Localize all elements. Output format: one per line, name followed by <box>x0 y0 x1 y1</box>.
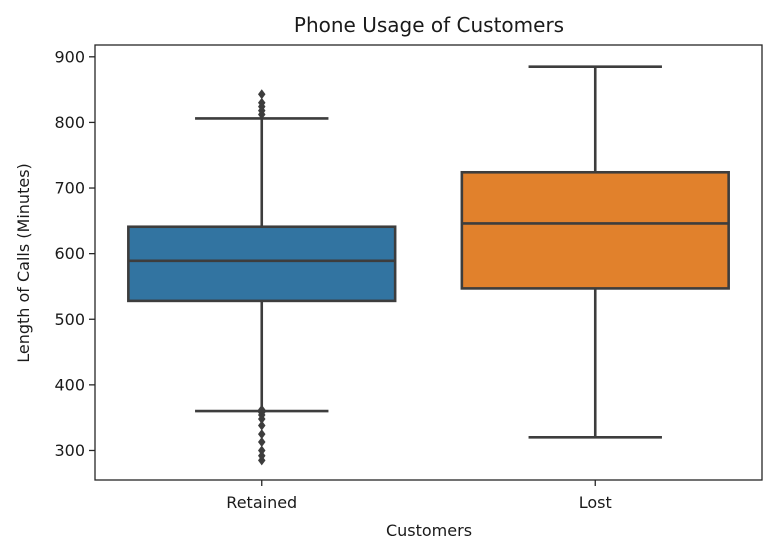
outlier-point-retained <box>258 420 266 431</box>
y-tick-label: 400 <box>54 375 85 394</box>
outlier-point-retained <box>258 404 266 415</box>
boxes-layer <box>127 65 730 466</box>
x-tick-label-retained: Retained <box>226 493 297 512</box>
x-axis: Retained Lost <box>226 480 612 512</box>
y-tick-label: 600 <box>54 244 85 263</box>
box-iqr-lost <box>460 170 730 290</box>
y-tick-label: 800 <box>54 113 85 132</box>
x-axis-label: Customers <box>386 521 472 540</box>
plot-area-frame <box>94 44 763 481</box>
y-axis: 300 400 500 600 700 800 900 <box>54 47 95 460</box>
outlier-point-retained <box>258 429 266 440</box>
y-axis-label: Length of Calls (Minutes) <box>14 163 33 363</box>
outlier-point-retained <box>258 445 266 456</box>
x-tick-label-lost: Lost <box>579 493 612 512</box>
outlier-point-retained <box>258 89 266 100</box>
y-tick-label: 500 <box>54 310 85 329</box>
box-iqr-retained <box>127 225 397 303</box>
y-tick-label: 900 <box>54 47 85 66</box>
chart-title: Phone Usage of Customers <box>294 13 564 37</box>
box-group-retained <box>127 89 397 466</box>
outlier-point-retained <box>258 450 266 461</box>
y-tick-label: 300 <box>54 441 85 460</box>
box-group-lost <box>460 65 730 439</box>
outlier-point-retained <box>258 436 266 447</box>
y-tick-label: 700 <box>54 179 85 198</box>
outlier-point-retained <box>258 97 266 108</box>
